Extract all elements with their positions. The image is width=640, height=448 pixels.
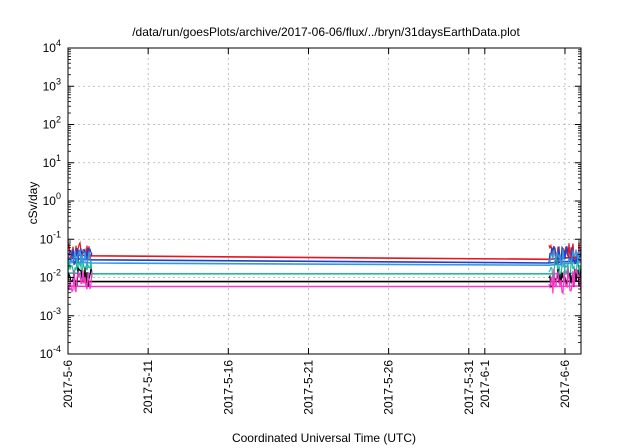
series-line [67, 285, 582, 288]
y-tick-label: 10-2 [40, 268, 61, 285]
series-line [67, 253, 582, 261]
x-tick-label: 2017-6-1 [478, 360, 492, 408]
x-axis-label: Coordinated Universal Time (UTC) [232, 431, 416, 445]
x-tick-label: 2017-5-6 [61, 360, 75, 408]
y-tick-label: 102 [43, 115, 61, 132]
y-tick-label: 100 [43, 191, 61, 208]
y-tick-label: 10-4 [40, 344, 61, 361]
y-tick-label: 10-3 [40, 306, 61, 323]
y-tick-label: 103 [43, 76, 61, 93]
noise-trace [67, 266, 93, 288]
noise-trace [67, 249, 93, 269]
x-tick-label: 2017-5-26 [382, 360, 396, 415]
series-group [67, 240, 582, 295]
x-tick-label: 2017-5-16 [221, 360, 235, 415]
x-tick-label: 2017-5-31 [462, 360, 476, 415]
noise-trace [67, 259, 93, 278]
grid [68, 48, 581, 354]
axis-ticks: 10-4 10-3 10-2 10-1 100 101 102 103 104 2017-5-6 2… [40, 38, 581, 415]
data-burst-end [548, 242, 582, 295]
noise-trace [548, 248, 582, 270]
x-tick-label: 2017-5-21 [301, 360, 315, 415]
noise-trace [548, 245, 582, 265]
chart-title: /data/run/goesPlots/archive/2017-06-06/f… [132, 25, 520, 39]
noise-trace [67, 270, 93, 294]
x-tick-label: 2017-6-6 [558, 360, 572, 408]
y-tick-label: 10-1 [40, 229, 61, 246]
y-axis-label: cSv/day [26, 182, 40, 225]
y-tick-label: 101 [43, 153, 61, 170]
x-tick-label: 2017-5-11 [141, 360, 155, 414]
series-line [67, 272, 582, 275]
data-burst-start [67, 240, 93, 294]
y-tick-label: 104 [43, 38, 61, 55]
noise-trace [548, 268, 582, 295]
